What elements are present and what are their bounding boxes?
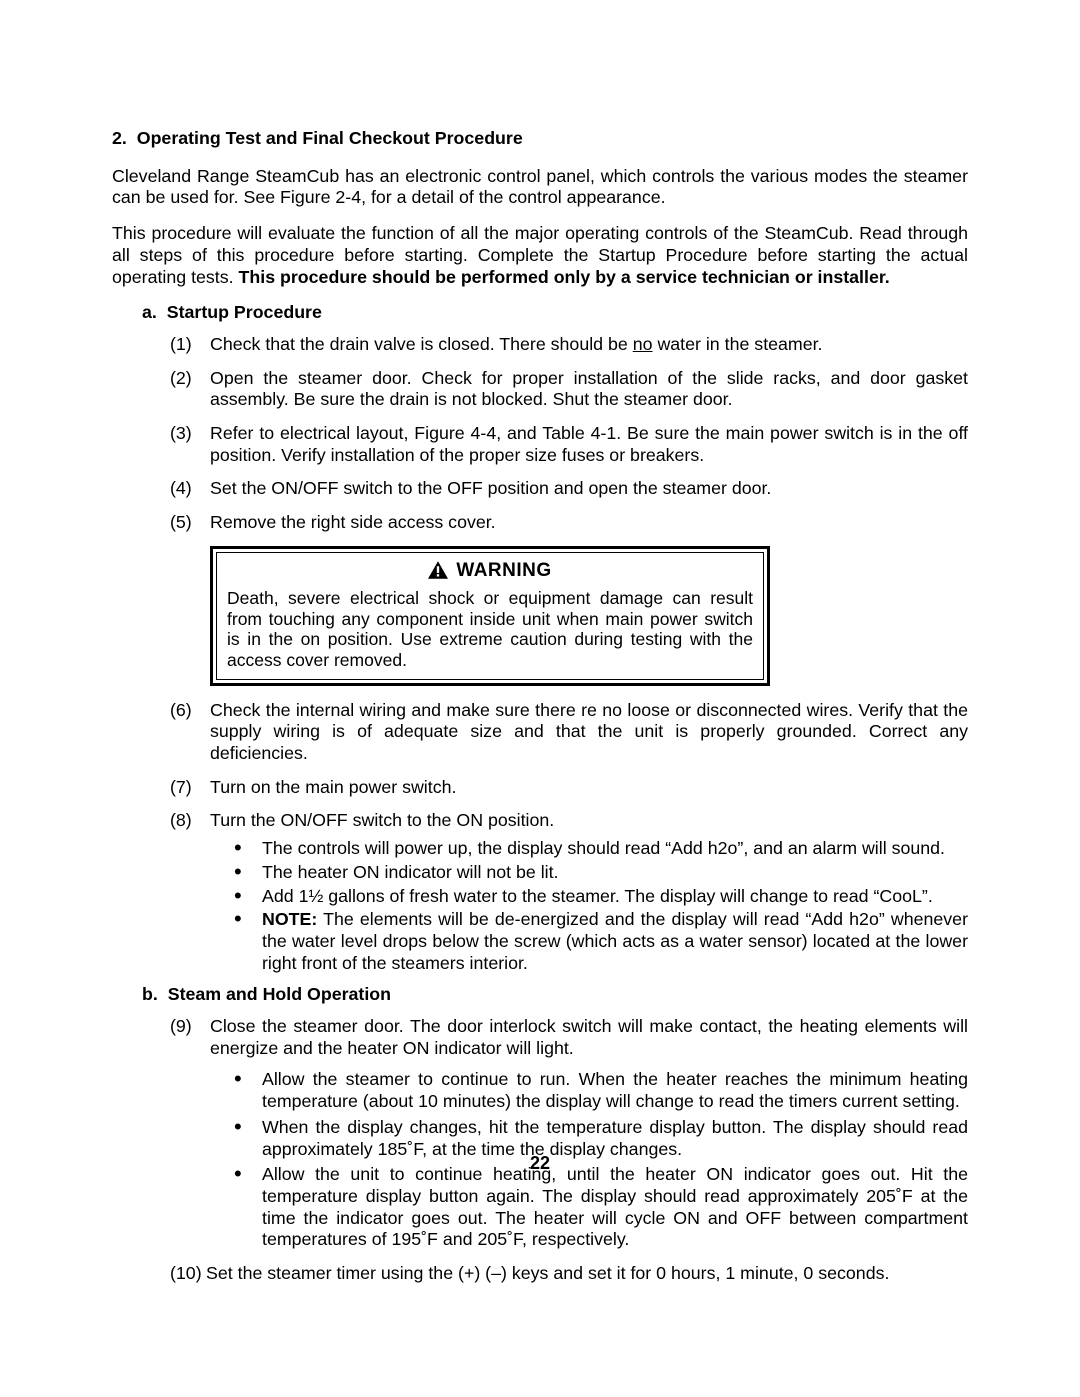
intro-paragraph-1: Cleveland Range SteamCub has an electron… (112, 166, 968, 209)
list-item-7: (7) Turn on the main power switch. (170, 777, 968, 799)
bullet-text: Allow the steamer to continue to run. Wh… (262, 1069, 968, 1112)
bullet-text: The controls will power up, the display … (262, 838, 968, 860)
item-number: (3) (170, 423, 210, 466)
item-text: Turn the ON/OFF switch to the ON positio… (210, 810, 968, 832)
subsection-b-title: Steam and Hold Operation (168, 984, 391, 1004)
t1b: no (633, 334, 653, 354)
section-heading: 2. Operating Test and Final Checkout Pro… (112, 128, 968, 150)
warning-header: WARNING (217, 553, 763, 588)
list-b: (9) Close the steamer door. The door int… (170, 1016, 968, 1285)
list-item-2: (2) Open the steamer door. Check for pro… (170, 368, 968, 411)
item-text: Close the steamer door. The door interlo… (210, 1016, 968, 1059)
list-item-1: (1) Check that the drain valve is closed… (170, 334, 968, 356)
page-number: 22 (0, 1153, 1080, 1175)
bullets-8: • The controls will power up, the displa… (232, 838, 968, 974)
bullet-item: • The heater ON indicator will not be li… (232, 862, 968, 884)
bullet-item: • Allow the unit to continue heating, un… (232, 1164, 968, 1251)
bullet-item: • NOTE: The elements will be de-energize… (232, 909, 968, 974)
list-item-6: (6) Check the internal wiring and make s… (170, 700, 968, 765)
subsection-a-title: Startup Procedure (167, 302, 322, 322)
item-number: (9) (170, 1016, 210, 1059)
bullet-text: Add 1½ gallons of fresh water to the ste… (262, 886, 968, 908)
item-text: Set the steamer timer using the (+) (–) … (206, 1263, 968, 1285)
section-number: 2. (112, 128, 127, 148)
item-text: Open the steamer door. Check for proper … (210, 368, 968, 411)
warning-box: WARNING Death, severe electrical shock o… (210, 546, 770, 686)
intro2-bold: This procedure should be performed only … (239, 267, 890, 287)
item-number: (1) (170, 334, 210, 356)
warning-outer-border: WARNING Death, severe electrical shock o… (210, 546, 770, 686)
t1c: water in the steamer. (653, 334, 823, 354)
subsection-a-label: a. (142, 302, 157, 322)
bullet-icon: • (232, 838, 262, 860)
warning-inner-border: WARNING Death, severe electrical shock o… (216, 552, 764, 680)
subsection-b-label: b. (142, 984, 158, 1004)
bullet-icon: • (232, 1164, 262, 1251)
item-text: Set the ON/OFF switch to the OFF positio… (210, 478, 968, 500)
bullet-icon: • (232, 1069, 262, 1112)
bullet-text: Allow the unit to continue heating, unti… (262, 1164, 968, 1251)
list-a-continued: (6) Check the internal wiring and make s… (170, 700, 968, 975)
note-label: NOTE: (262, 909, 317, 929)
section-title: Operating Test and Final Checkout Proced… (137, 128, 523, 148)
list-item-9: (9) Close the steamer door. The door int… (170, 1016, 968, 1059)
note-text: The elements will be de-energized and th… (262, 909, 968, 972)
item-number: (8) (170, 810, 210, 832)
item-number: (6) (170, 700, 210, 765)
bullet-text: The heater ON indicator will not be lit. (262, 862, 968, 884)
item-number: (7) (170, 777, 210, 799)
warning-title: WARNING (456, 559, 551, 582)
item-text: Refer to electrical layout, Figure 4-4, … (210, 423, 968, 466)
bullet-item: • Allow the steamer to continue to run. … (232, 1069, 968, 1112)
subsection-a-heading: a. Startup Procedure (142, 302, 968, 324)
item-text: Check the internal wiring and make sure … (210, 700, 968, 765)
item-number: (10) (170, 1263, 206, 1285)
item-number: (4) (170, 478, 210, 500)
list-item-10: (10) Set the steamer timer using the (+)… (170, 1263, 968, 1285)
warning-icon (428, 561, 448, 579)
intro-paragraph-2: This procedure will evaluate the functio… (112, 223, 968, 288)
bullet-icon: • (232, 909, 262, 974)
item-number: (2) (170, 368, 210, 411)
warning-body: Death, severe electrical shock or equipm… (217, 588, 763, 679)
subsection-b-heading: b. Steam and Hold Operation (142, 984, 968, 1006)
bullet-icon: • (232, 862, 262, 884)
list-item-3: (3) Refer to electrical layout, Figure 4… (170, 423, 968, 466)
list-a: (1) Check that the drain valve is closed… (170, 334, 968, 534)
t1a: Check that the drain valve is closed. Th… (210, 334, 633, 354)
item-text: Check that the drain valve is closed. Th… (210, 334, 968, 356)
bullet-icon: • (232, 886, 262, 908)
item-text: Turn on the main power switch. (210, 777, 968, 799)
list-item-5: (5) Remove the right side access cover. (170, 512, 968, 534)
item-number: (5) (170, 512, 210, 534)
bullet-item: • The controls will power up, the displa… (232, 838, 968, 860)
list-item-8: (8) Turn the ON/OFF switch to the ON pos… (170, 810, 968, 832)
bullet-item: • Add 1½ gallons of fresh water to the s… (232, 886, 968, 908)
bullet-text: NOTE: The elements will be de-energized … (262, 909, 968, 974)
page: 2. Operating Test and Final Checkout Pro… (0, 0, 1080, 1397)
list-item-4: (4) Set the ON/OFF switch to the OFF pos… (170, 478, 968, 500)
item-text: Remove the right side access cover. (210, 512, 968, 534)
